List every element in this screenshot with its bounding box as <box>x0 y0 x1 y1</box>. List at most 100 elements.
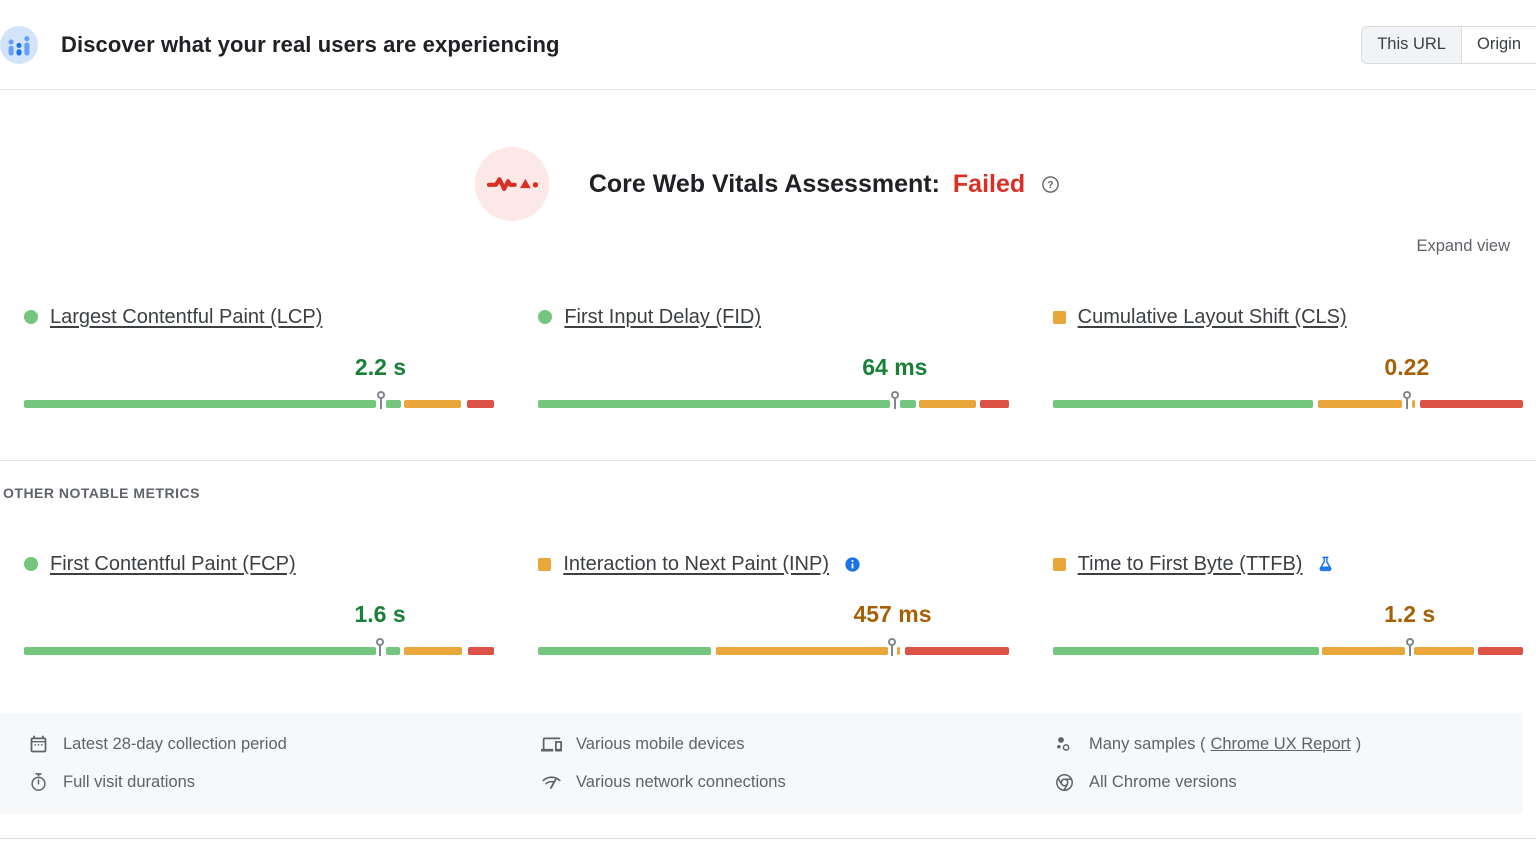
p75-pin-marker-lcp <box>376 391 385 409</box>
section-divider <box>0 460 1536 461</box>
chrome-ux-report-link[interactable]: Chrome UX Report <box>1210 735 1351 753</box>
bar-segment-orange-1 <box>1322 647 1405 655</box>
samples-icon <box>1054 734 1075 755</box>
bar-segment-red-3 <box>979 400 1009 408</box>
metric-value-fid: 64 ms <box>862 354 928 380</box>
footer-item-text: Various mobile devices <box>576 735 745 753</box>
metric-rating-marker-ttfb <box>1052 557 1066 571</box>
bar-segment-orange-2 <box>404 647 463 655</box>
footer-item: Full visit durations <box>28 772 497 793</box>
help-icon[interactable]: ? <box>1038 174 1061 195</box>
metric-card-lcp: Largest Contentful Paint (LCP) 2.2 s <box>24 302 495 409</box>
metric-rating-marker-fcp <box>24 557 38 571</box>
info-icon[interactable] <box>843 555 862 574</box>
bar-segment-green-1 <box>385 400 401 408</box>
footer-item-text: All Chrome versions <box>1089 773 1237 791</box>
assessment-status: Failed <box>952 169 1026 198</box>
pin-stem <box>1405 399 1408 409</box>
scope-tabs: This URL Origin <box>1361 25 1536 64</box>
metric-head-lcp: Largest Contentful Paint (LCP) <box>24 302 494 332</box>
bar-segment-green-1 <box>900 400 916 408</box>
metric-rating-marker-lcp <box>24 310 38 324</box>
metric-bar-lcp <box>24 391 495 409</box>
p75-pin-marker-fid <box>890 391 899 409</box>
metric-link-lcp[interactable]: Largest Contentful Paint (LCP) <box>50 305 323 328</box>
header: Discover what your real users are experi… <box>0 0 1536 89</box>
metric-bar-inp <box>538 638 1009 656</box>
bar-segment-red-3 <box>905 647 1009 655</box>
pin-stem <box>379 646 382 656</box>
bar-segment-green-0 <box>24 400 376 408</box>
main-content: Core Web Vitals Assessment: Failed ? Exp… <box>0 147 1536 814</box>
footer-item: Various mobile devices <box>541 734 1010 755</box>
bar-segment-red-3 <box>1419 400 1523 408</box>
cwv-assessment: Core Web Vitals Assessment: Failed ? <box>0 147 1536 221</box>
metric-value-lcp: 2.2 s <box>354 354 407 380</box>
pin-head <box>890 391 899 399</box>
footer-item-text: Various network connections <box>576 773 786 791</box>
metric-rating-marker-fid <box>538 310 553 324</box>
pin-head <box>376 391 385 399</box>
metric-bar-fid <box>538 391 1009 409</box>
pin-stem <box>1408 646 1411 656</box>
header-left: Discover what your real users are experi… <box>0 25 560 64</box>
core-metrics-grid: Largest Contentful Paint (LCP) 2.2 s First… <box>24 302 1523 409</box>
footer-item-text: Latest 28-day collection period <box>63 735 287 753</box>
footer-item-text-after: ) <box>1355 735 1362 753</box>
metric-link-fid[interactable]: First Input Delay (FID) <box>564 305 762 328</box>
metric-rating-marker-inp <box>538 557 552 571</box>
timer-icon <box>28 772 49 793</box>
metric-card-cls: Cumulative Layout Shift (CLS) 0.22 <box>1052 302 1523 409</box>
network-icon <box>541 772 562 793</box>
expand-view-link[interactable]: Expand view <box>1416 237 1510 255</box>
footer-column-2: Various mobile devices Various network co… <box>541 734 1010 793</box>
bar-segment-orange-1 <box>715 647 888 655</box>
footer-item: Various network connections <box>541 772 1010 793</box>
footer-column-1: Latest 28-day collection period Full visi… <box>28 734 497 793</box>
bar-segment-green-0 <box>538 400 891 408</box>
assessment-text: Core Web Vitals Assessment: Failed ? <box>589 170 1061 199</box>
page-title: Discover what your real users are experi… <box>61 31 560 57</box>
metric-link-cls[interactable]: Cumulative Layout Shift (CLS) <box>1077 305 1347 328</box>
pin-head <box>376 638 385 646</box>
p75-pin-marker-fcp <box>376 638 385 656</box>
footer-item: Many samples (Chrome UX Report) <box>1054 734 1523 755</box>
field-data-icon <box>0 25 38 64</box>
metric-distribution-lcp: 2.2 s <box>24 332 495 409</box>
bar-segment-green-1 <box>386 647 401 655</box>
tab-origin[interactable]: Origin <box>1461 26 1536 63</box>
metric-bar-ttfb <box>1052 638 1523 656</box>
metric-card-ttfb: Time to First Byte (TTFB) 1.2 s <box>1052 549 1523 656</box>
p75-pin-marker-inp <box>888 638 897 656</box>
footer-item-text: Many samples ( <box>1089 735 1206 753</box>
pin-head <box>888 638 897 646</box>
p75-pin-marker-ttfb <box>1405 638 1414 656</box>
metric-value-inp: 457 ms <box>853 601 932 627</box>
metric-distribution-fid: 64 ms <box>538 332 1009 409</box>
metric-distribution-ttfb: 1.2 s <box>1052 579 1523 656</box>
tab-this-url[interactable]: This URL <box>1362 26 1462 63</box>
metric-card-fcp: First Contentful Paint (FCP) 1.6 s <box>24 549 495 656</box>
svg-text:?: ? <box>1048 180 1054 191</box>
flask-icon[interactable] <box>1316 555 1335 574</box>
metric-link-fcp[interactable]: First Contentful Paint (FCP) <box>50 552 296 575</box>
metric-link-inp[interactable]: Interaction to Next Paint (INP) <box>563 552 829 575</box>
metric-card-fid: First Input Delay (FID) 64 ms <box>538 302 1009 409</box>
assessment-label: Core Web Vitals Assessment: <box>588 169 940 198</box>
bar-segment-green-0 <box>24 647 376 655</box>
bar-segment-orange-1 <box>1317 400 1403 408</box>
other-metrics-grid: First Contentful Paint (FCP) 1.6 s Interac… <box>24 549 1523 656</box>
metric-link-ttfb[interactable]: Time to First Byte (TTFB) <box>1077 552 1303 575</box>
footer-item-text: Full visit durations <box>63 773 196 791</box>
pin-stem <box>379 399 382 409</box>
bar-segment-orange-2 <box>403 400 461 408</box>
metric-head-inp: Interaction to Next Paint (INP) <box>538 549 1008 579</box>
bar-segment-red-3 <box>466 400 495 408</box>
pin-head <box>1405 638 1414 646</box>
expand-row: Expand view <box>0 237 1536 256</box>
metric-distribution-fcp: 1.6 s <box>24 579 495 656</box>
pin-head <box>1402 391 1411 399</box>
bottom-divider <box>0 838 1536 839</box>
pin-stem <box>891 646 894 656</box>
